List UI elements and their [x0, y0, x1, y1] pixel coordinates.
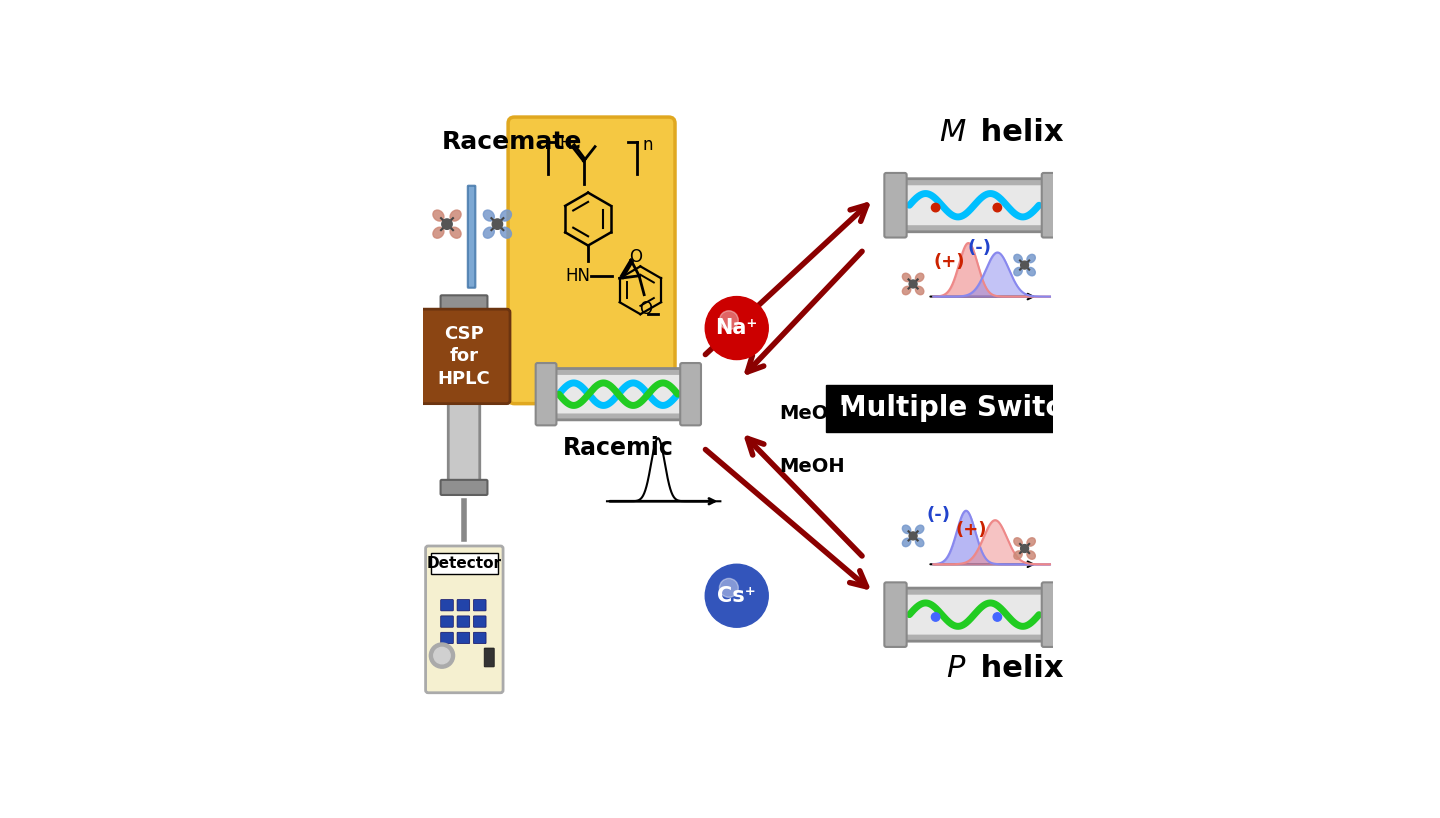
FancyBboxPatch shape — [418, 309, 510, 403]
FancyBboxPatch shape — [508, 117, 675, 403]
FancyBboxPatch shape — [474, 632, 487, 644]
FancyBboxPatch shape — [441, 295, 488, 310]
Text: helix: helix — [969, 654, 1063, 683]
Text: Cs⁺: Cs⁺ — [717, 586, 756, 606]
FancyBboxPatch shape — [426, 546, 503, 693]
Text: MeOH: MeOH — [779, 403, 844, 423]
FancyBboxPatch shape — [474, 600, 487, 611]
Ellipse shape — [916, 525, 924, 533]
Bar — [827, 384, 1145, 432]
Ellipse shape — [1027, 551, 1035, 560]
FancyBboxPatch shape — [448, 298, 480, 491]
Ellipse shape — [433, 227, 444, 238]
Text: O: O — [639, 299, 652, 317]
FancyBboxPatch shape — [456, 600, 469, 611]
Circle shape — [932, 204, 940, 212]
Ellipse shape — [1014, 254, 1022, 263]
Ellipse shape — [903, 273, 910, 281]
Text: Racemic: Racemic — [563, 436, 674, 460]
Ellipse shape — [916, 273, 924, 281]
Text: helix: helix — [969, 119, 1063, 147]
FancyBboxPatch shape — [1041, 173, 1064, 237]
Text: (-): (-) — [926, 506, 950, 524]
FancyBboxPatch shape — [544, 369, 693, 420]
Ellipse shape — [1014, 537, 1022, 546]
Ellipse shape — [501, 227, 511, 238]
Text: (+): (+) — [933, 253, 965, 271]
FancyBboxPatch shape — [441, 480, 488, 495]
Text: n: n — [642, 137, 652, 155]
FancyBboxPatch shape — [441, 632, 454, 644]
Circle shape — [994, 613, 1002, 621]
FancyBboxPatch shape — [456, 616, 469, 627]
FancyBboxPatch shape — [1041, 582, 1064, 647]
Text: Multiple Switching: Multiple Switching — [840, 394, 1130, 422]
Ellipse shape — [433, 210, 444, 221]
Ellipse shape — [501, 210, 511, 221]
Ellipse shape — [1027, 267, 1035, 276]
Ellipse shape — [1014, 551, 1022, 560]
Ellipse shape — [484, 227, 494, 238]
FancyBboxPatch shape — [468, 186, 475, 288]
Circle shape — [720, 578, 739, 597]
FancyBboxPatch shape — [884, 173, 907, 237]
Circle shape — [433, 647, 451, 663]
Text: Racemate: Racemate — [442, 130, 582, 155]
Text: O: O — [629, 248, 642, 266]
Text: Na⁺: Na⁺ — [716, 318, 757, 338]
FancyBboxPatch shape — [536, 363, 556, 425]
Circle shape — [492, 219, 503, 229]
Text: CSP
for
HPLC: CSP for HPLC — [438, 326, 491, 388]
Circle shape — [429, 643, 455, 668]
FancyBboxPatch shape — [907, 185, 1041, 225]
FancyBboxPatch shape — [474, 616, 487, 627]
Circle shape — [909, 280, 917, 288]
Circle shape — [442, 219, 452, 229]
Ellipse shape — [916, 286, 924, 294]
FancyBboxPatch shape — [456, 632, 469, 644]
Text: (-): (-) — [968, 239, 992, 257]
Ellipse shape — [484, 210, 494, 221]
FancyBboxPatch shape — [556, 375, 681, 413]
Ellipse shape — [903, 525, 910, 533]
Circle shape — [720, 311, 739, 330]
FancyBboxPatch shape — [894, 588, 1054, 641]
Circle shape — [1021, 545, 1028, 552]
Ellipse shape — [451, 227, 461, 238]
Ellipse shape — [903, 286, 910, 294]
Circle shape — [1021, 261, 1028, 269]
FancyBboxPatch shape — [907, 595, 1041, 635]
Text: $\mathit{M}$: $\mathit{M}$ — [939, 119, 966, 147]
Ellipse shape — [1014, 267, 1022, 276]
Text: Detector: Detector — [426, 556, 501, 571]
Text: (+): (+) — [955, 520, 986, 538]
FancyBboxPatch shape — [431, 553, 498, 574]
Circle shape — [706, 564, 768, 627]
Text: $\mathit{P}$: $\mathit{P}$ — [946, 654, 966, 683]
Text: HN: HN — [564, 267, 590, 285]
FancyBboxPatch shape — [441, 600, 454, 611]
Text: H: H — [560, 135, 572, 153]
Circle shape — [706, 297, 768, 360]
Ellipse shape — [1027, 537, 1035, 546]
Text: MeOH: MeOH — [779, 457, 844, 476]
FancyBboxPatch shape — [894, 178, 1054, 231]
FancyBboxPatch shape — [680, 363, 701, 425]
Ellipse shape — [1027, 254, 1035, 263]
Ellipse shape — [903, 538, 910, 546]
FancyBboxPatch shape — [884, 582, 907, 647]
Circle shape — [994, 204, 1002, 212]
Circle shape — [909, 532, 917, 540]
FancyBboxPatch shape — [484, 648, 494, 667]
Circle shape — [932, 613, 940, 621]
FancyBboxPatch shape — [441, 616, 454, 627]
Ellipse shape — [916, 538, 924, 546]
Ellipse shape — [451, 210, 461, 221]
